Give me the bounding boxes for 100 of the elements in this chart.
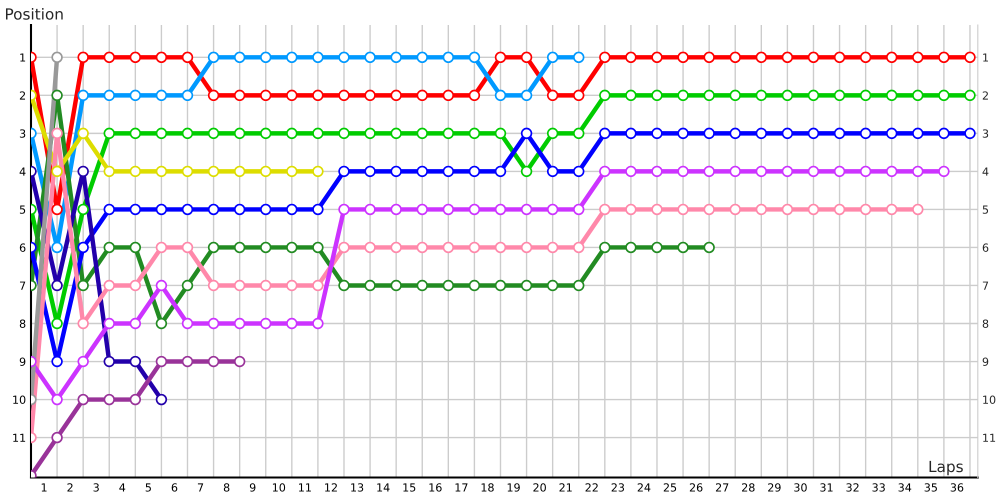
y2-tick-label: 8: [982, 319, 988, 328]
point: [208, 356, 220, 368]
point: [156, 280, 168, 292]
point: [625, 128, 637, 140]
point: [104, 280, 115, 292]
point: [130, 166, 142, 178]
point: [546, 52, 558, 64]
point: [182, 356, 194, 368]
point: [312, 318, 324, 330]
point: [416, 204, 428, 216]
y-tick-label: 3: [20, 129, 26, 138]
x-axis-title: Laps: [930, 460, 963, 476]
point: [312, 280, 324, 292]
point: [338, 280, 350, 292]
x-tick-label: 14: [377, 483, 390, 492]
point: [782, 52, 794, 64]
point: [599, 204, 611, 216]
point: [338, 90, 350, 102]
x-tick-label: 34: [898, 483, 912, 492]
point: [390, 90, 402, 102]
point: [520, 128, 532, 140]
point: [208, 318, 220, 330]
point: [860, 166, 872, 178]
point: [573, 166, 584, 178]
point: [573, 90, 584, 102]
point: [651, 128, 663, 140]
point: [208, 204, 220, 216]
point: [51, 432, 63, 444]
point: [338, 166, 350, 178]
point: [286, 90, 298, 102]
point: [416, 90, 428, 102]
point: [416, 280, 428, 292]
point: [130, 318, 142, 330]
point: [390, 280, 402, 292]
point: [51, 356, 63, 368]
point: [625, 90, 637, 102]
point: [77, 166, 89, 178]
x-tick-label: 1: [42, 483, 47, 492]
x-tick-label: 5: [146, 483, 151, 492]
point: [651, 242, 663, 254]
x-tick-label: 25: [664, 483, 676, 492]
point: [77, 356, 89, 368]
point: [104, 166, 115, 178]
point: [573, 128, 584, 140]
point: [468, 90, 480, 102]
point: [625, 204, 637, 216]
x-tick-label: 8: [224, 483, 230, 492]
point: [468, 242, 480, 254]
y-tick-label: 4: [20, 168, 26, 176]
point: [782, 128, 794, 140]
point: [286, 280, 298, 292]
point: [77, 204, 89, 216]
point: [130, 128, 142, 140]
point: [312, 166, 324, 178]
point: [260, 280, 272, 292]
point: [364, 166, 376, 178]
point: [573, 280, 584, 292]
point: [938, 128, 950, 140]
point: [51, 204, 63, 216]
x-tick-label: 20: [533, 483, 546, 492]
point: [104, 52, 115, 64]
point: [625, 242, 637, 254]
point: [886, 204, 898, 216]
point: [51, 318, 63, 330]
point: [468, 52, 480, 64]
point: [156, 204, 168, 216]
point: [703, 242, 715, 254]
point: [677, 90, 689, 102]
point: [416, 166, 428, 178]
point: [599, 166, 611, 178]
point: [104, 242, 115, 254]
point: [494, 204, 506, 216]
x-tick-label: 2: [67, 483, 73, 492]
point: [651, 52, 663, 64]
x-tick-label: 31: [820, 483, 833, 492]
point: [494, 280, 506, 292]
point: [546, 204, 558, 216]
point: [208, 280, 220, 292]
point: [677, 204, 689, 216]
point: [938, 166, 950, 178]
point: [808, 204, 820, 216]
point: [756, 90, 768, 102]
point: [77, 128, 89, 140]
point: [782, 204, 794, 216]
x-tick-label: 36: [950, 483, 964, 492]
x-tick-label: 22: [586, 483, 598, 492]
point: [312, 90, 324, 102]
point: [442, 242, 454, 254]
point: [573, 242, 584, 254]
point: [234, 204, 246, 216]
y2-tick-label: 5: [982, 206, 988, 214]
point: [730, 52, 741, 64]
point: [234, 166, 246, 178]
point: [964, 52, 976, 64]
point: [286, 242, 298, 254]
point: [912, 166, 924, 178]
point: [573, 52, 584, 64]
point: [964, 128, 976, 140]
point: [156, 318, 168, 330]
point: [677, 52, 689, 64]
